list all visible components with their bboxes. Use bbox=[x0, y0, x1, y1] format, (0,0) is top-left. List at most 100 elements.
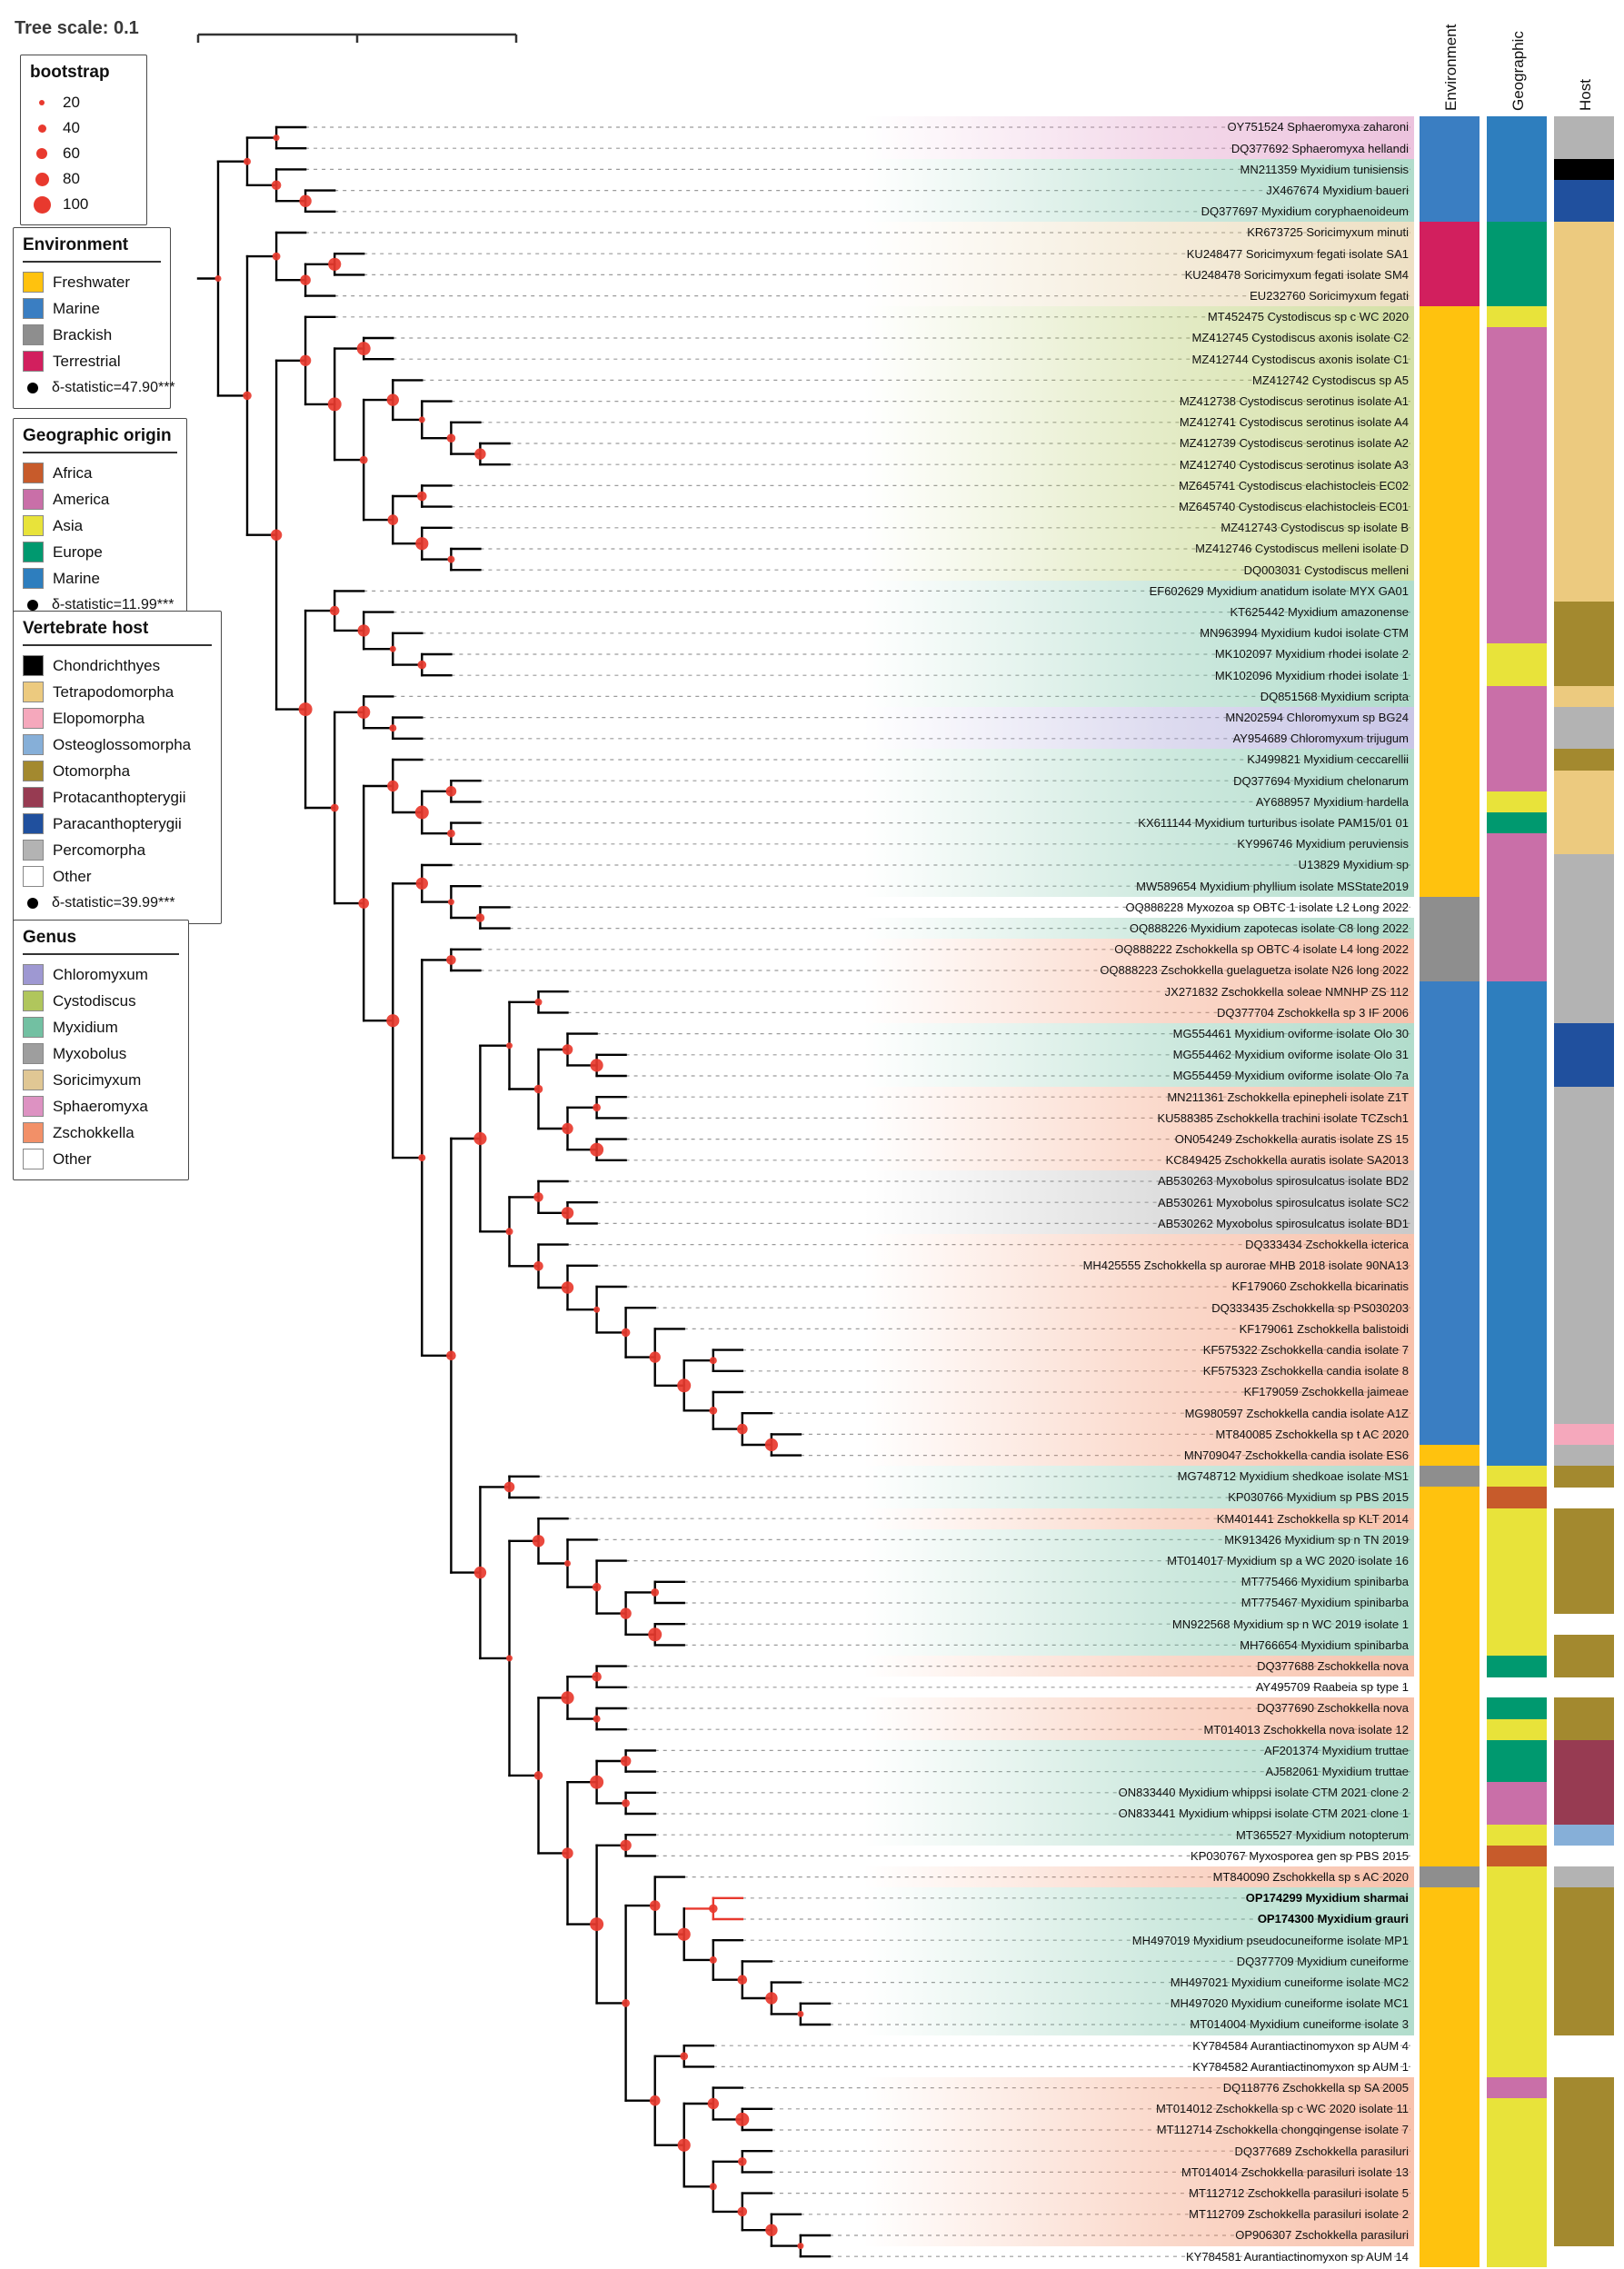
environment-cell bbox=[1420, 2035, 1480, 2057]
geographic-cell bbox=[1487, 1086, 1547, 1109]
environment-cell bbox=[1420, 664, 1480, 687]
host-legend-item-swatch bbox=[23, 840, 44, 861]
environment-cell bbox=[1420, 1234, 1480, 1256]
taxon-label: DQ377688 Zschokkella nova bbox=[863, 1656, 1414, 1677]
geographic-cell bbox=[1487, 2119, 1547, 2142]
taxon-label: MT112714 Zschokkella chongqingense isola… bbox=[863, 2119, 1414, 2141]
host-cell bbox=[1554, 2161, 1614, 2184]
taxon-label: MK102096 Myxidium rhodei isolate 1 bbox=[863, 664, 1414, 686]
environment-cell bbox=[1420, 2161, 1480, 2184]
host-legend-item-label: Chondrichthyes bbox=[53, 656, 161, 674]
taxon-label: MT014012 Zschokkella sp c WC 2020 isolat… bbox=[863, 2098, 1414, 2120]
host-cell bbox=[1554, 1592, 1614, 1615]
environment-legend-item-label: Marine bbox=[53, 299, 100, 317]
geographic-cell bbox=[1487, 896, 1547, 919]
host-cell bbox=[1554, 1528, 1614, 1551]
geographic-cell bbox=[1487, 1381, 1547, 1404]
environment-cell bbox=[1420, 1613, 1480, 1636]
geographic-cell bbox=[1487, 559, 1547, 582]
environment-cell bbox=[1420, 1191, 1480, 1214]
host-cell bbox=[1554, 1212, 1614, 1235]
host-cell bbox=[1554, 1107, 1614, 1130]
host-cell bbox=[1554, 474, 1614, 497]
genus-legend-item: Zschokkella bbox=[23, 1120, 179, 1146]
taxon-label: MT775466 Myxidium spinibarba bbox=[863, 1571, 1414, 1593]
host-legend-title: Vertebrate host bbox=[23, 619, 212, 646]
taxon-label: KY784581 Aurantiactinomyxon sp AUM 14 bbox=[1186, 2249, 1409, 2264]
host-cell bbox=[1554, 433, 1614, 455]
environment-legend-item-swatch bbox=[23, 272, 44, 293]
host-cell bbox=[1554, 980, 1614, 1003]
geographic-cell bbox=[1487, 285, 1547, 307]
environment-cell bbox=[1420, 1297, 1480, 1319]
bootstrap-circle-icon bbox=[37, 124, 46, 133]
bootstrap-circle-icon bbox=[35, 172, 49, 186]
geographic-cell bbox=[1487, 306, 1547, 328]
taxon-label: AY688957 Myxidium hardella bbox=[863, 791, 1414, 812]
host-cell bbox=[1554, 1950, 1614, 1973]
taxon-label: MT014004 Myxidium cuneiforme isolate 3 bbox=[863, 2014, 1414, 2035]
taxon-label: DQ333434 Zschokkella icterica bbox=[863, 1234, 1414, 1256]
environment-cell bbox=[1420, 602, 1480, 623]
taxon-label: MN709047 Zschokkella candia isolate ES6 bbox=[863, 1445, 1414, 1467]
environment-cell bbox=[1420, 2055, 1480, 2078]
geographic-cell bbox=[1487, 1592, 1547, 1615]
geographic-cell bbox=[1487, 243, 1547, 265]
taxon-label: OQ888223 Zschokkella guelaguetza isolate… bbox=[863, 960, 1414, 981]
geographic-cell bbox=[1487, 1739, 1547, 1762]
host-cell bbox=[1554, 1129, 1614, 1150]
environment-cell bbox=[1420, 391, 1480, 413]
host-cell bbox=[1554, 1782, 1614, 1804]
host-cell bbox=[1554, 1360, 1614, 1382]
geographic-cell bbox=[1487, 1887, 1547, 1909]
host-cell bbox=[1554, 1993, 1614, 2015]
geographic-cell bbox=[1487, 1466, 1547, 1488]
environment-legend-title: Environment bbox=[23, 235, 161, 263]
environment-cell bbox=[1420, 1782, 1480, 1804]
host-cell bbox=[1554, 1634, 1614, 1657]
geographic-cell bbox=[1487, 1613, 1547, 1636]
taxon-label: MG554459 Myxidium oviforme isolate Olo 7… bbox=[863, 1065, 1414, 1087]
environment-cell bbox=[1420, 1866, 1480, 1888]
environment-cell bbox=[1420, 1466, 1480, 1488]
genus-legend-items: Chloromyxum Cystodiscus Myxidium Myxobolus S… bbox=[23, 961, 179, 1172]
geographic-cell bbox=[1487, 1697, 1547, 1720]
geographic-cell bbox=[1487, 1149, 1547, 1171]
taxon-label: MZ412744 Cystodiscus axonis isolate C1 bbox=[863, 348, 1414, 370]
geographic-cell bbox=[1487, 2161, 1547, 2184]
taxon-label: MH766654 Myxidium spinibarba bbox=[863, 1634, 1414, 1656]
taxon-label: AF201374 Myxidium truttae bbox=[863, 1739, 1414, 1761]
host-legend-item: Osteoglossomorpha bbox=[23, 731, 212, 758]
environment-cell bbox=[1420, 1107, 1480, 1130]
geographic-cell bbox=[1487, 960, 1547, 982]
host-cell bbox=[1554, 2098, 1614, 2120]
genus-legend-item-swatch bbox=[23, 990, 44, 1011]
bootstrap-value: 60 bbox=[63, 144, 80, 162]
host-cell bbox=[1554, 201, 1614, 223]
geographic-cell bbox=[1487, 728, 1547, 750]
geographic-legend-item-swatch bbox=[23, 515, 44, 536]
geographic-cell bbox=[1487, 622, 1547, 644]
genus-legend-item: Myxobolus bbox=[23, 1040, 179, 1067]
genus-legend-item-swatch bbox=[23, 1096, 44, 1117]
taxon-label: KU248478 Soricimyxum fegati isolate SM4 bbox=[863, 264, 1414, 285]
host-cell bbox=[1554, 1550, 1614, 1572]
taxon-label: OP906307 Zschokkella parasiluri bbox=[863, 2224, 1414, 2246]
host-legend-item-label: Protacanthopterygii bbox=[53, 788, 186, 806]
host-cell bbox=[1554, 1381, 1614, 1404]
taxon-label: MG554462 Myxidium oviforme isolate Olo 3… bbox=[863, 1044, 1414, 1066]
environment-delta: δ-statistic=47.90*** bbox=[23, 374, 175, 401]
host-cell bbox=[1554, 2119, 1614, 2142]
geographic-legend-item: Europe bbox=[23, 539, 177, 565]
bootstrap-circle-icon bbox=[39, 100, 45, 105]
host-cell bbox=[1554, 1170, 1614, 1193]
geographic-cell bbox=[1487, 602, 1547, 623]
environment-cell bbox=[1420, 369, 1480, 392]
host-cell bbox=[1554, 602, 1614, 623]
taxon-label: MT840090 Zschokkella sp s AC 2020 bbox=[863, 1866, 1414, 1888]
geographic-cell bbox=[1487, 2204, 1547, 2225]
host-cell bbox=[1554, 1972, 1614, 1994]
environment-cell bbox=[1420, 1086, 1480, 1109]
taxon-label: KF179061 Zschokkella balistoidi bbox=[863, 1318, 1414, 1339]
